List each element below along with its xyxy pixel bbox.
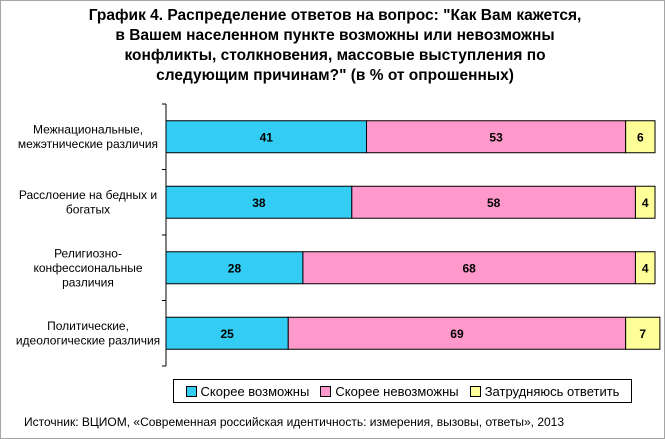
category-label: конфессиональные: [33, 261, 142, 275]
legend-item-undecided: Затрудняюсь ответить: [469, 383, 620, 399]
source-note: Источник: ВЦИОМ, «Современная российская…: [24, 415, 565, 429]
category-label: различия: [62, 275, 114, 289]
chart-legend: Скорее возможны Скорее невозможны Затруд…: [173, 379, 632, 403]
category-label: идеологические различия: [16, 334, 160, 348]
title-line-2: в Вашем населенном пункте возможны или н…: [115, 27, 555, 44]
legend-swatch-impossible: [320, 385, 332, 397]
data-label-impossible: 58: [487, 196, 501, 210]
bar-undecided: [634, 185, 656, 219]
legend-swatch-possible: [185, 385, 197, 397]
legend-item-possible: Скорее возможны: [185, 383, 310, 399]
bar-undecided: [625, 316, 661, 350]
legend-swatch-undecided: [469, 385, 481, 397]
bar-undecided: [634, 251, 656, 285]
chart-title: График 4. Распределение ответов на вопро…: [40, 6, 630, 86]
bar-possible: [165, 316, 289, 350]
data-label-undecided: 7: [639, 327, 646, 341]
legend-item-impossible: Скорее невозможны: [320, 383, 459, 399]
data-label-possible: 28: [228, 261, 242, 275]
data-label-undecided: 6: [637, 130, 644, 144]
bar-undecided: [625, 120, 656, 154]
bar-possible: [165, 251, 304, 285]
data-label-impossible: 69: [450, 327, 464, 341]
legend-label-impossible: Скорее невозможны: [335, 383, 459, 399]
title-line-4: следующим причинам?" (в % от опрошенных): [156, 67, 514, 84]
data-label-undecided: 4: [642, 196, 649, 210]
data-label-impossible: 53: [489, 130, 503, 144]
data-label-possible: 25: [220, 327, 234, 341]
category-label: богатых: [66, 203, 110, 217]
data-label-impossible: 68: [463, 261, 477, 275]
data-label-possible: 41: [260, 130, 274, 144]
title-line-1: График 4. Распределение ответов на вопро…: [88, 7, 582, 24]
category-label: Религиозно-: [54, 246, 122, 260]
data-label-possible: 38: [252, 196, 266, 210]
category-label: Политические,: [47, 319, 129, 333]
category-label: Межнациональные,: [33, 123, 143, 137]
legend-label-undecided: Затрудняюсь ответить: [484, 383, 620, 399]
legend-label-possible: Скорее возможны: [200, 383, 310, 399]
category-label: межэтнические различия: [18, 137, 158, 151]
bar-impossible: [365, 120, 627, 154]
data-label-undecided: 4: [642, 261, 649, 275]
title-line-3: конфликты, столкновения, массовые выступ…: [124, 47, 546, 64]
category-label: Расслоение на бедных и: [19, 188, 157, 202]
